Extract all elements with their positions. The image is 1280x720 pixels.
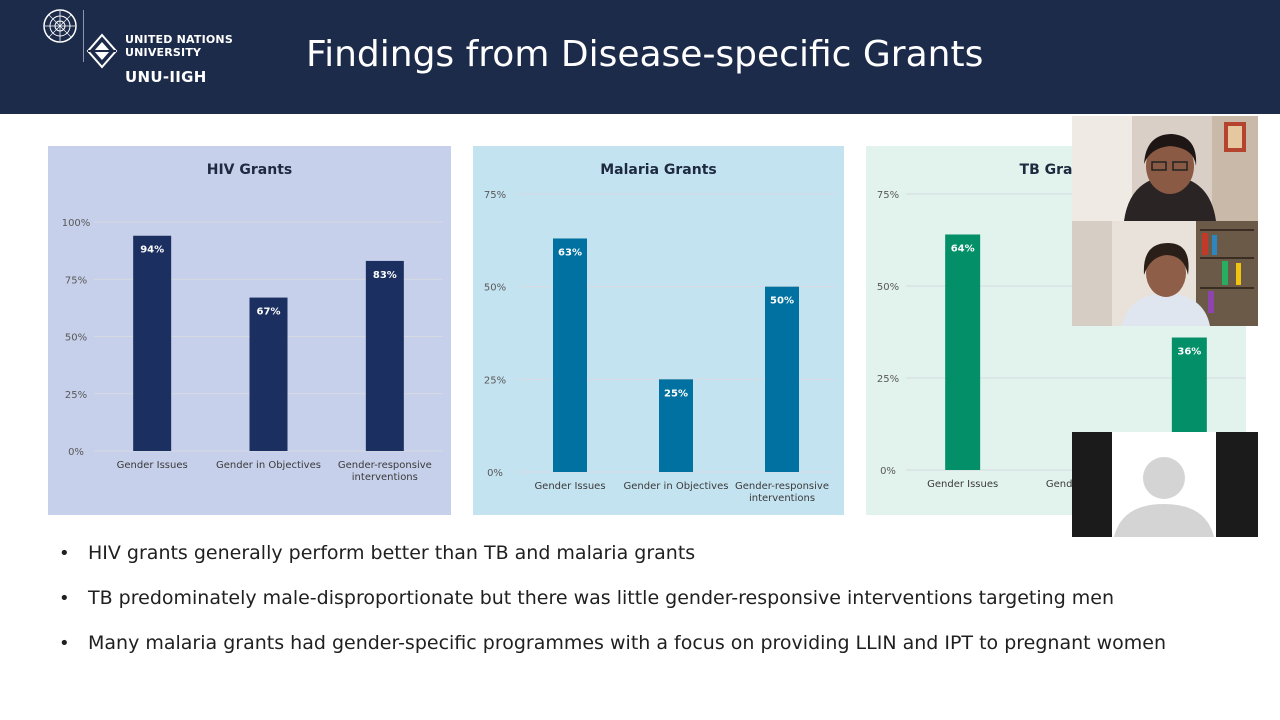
un-emblem-icon [43,9,77,43]
x-tick-label: Gender Issues [534,481,605,492]
video-tile-participant-2[interactable] [1072,221,1258,326]
list-item: • Many malaria grants had gender-specific… [56,630,1236,675]
malaria-chart-panel: Malaria Grants 0% 25% 50% 75% Gender Issues Ge… [473,146,844,515]
tb-bar [945,234,981,470]
y-tick-label: 75% [484,190,506,201]
y-tick-label: 75% [65,275,87,286]
y-tick-label: 0% [880,466,896,477]
bullet-icon: • [59,543,70,564]
x-tick-label: Gender in Objectives [624,481,729,492]
x-tick-label: Gender Issues [117,460,188,471]
data-label: 67% [257,307,281,318]
participant-video-icon [1072,116,1258,221]
bullet-icon: • [59,588,70,609]
hiv-bar [249,297,288,451]
x-tick-label: Gender-responsive [735,481,829,492]
data-label: 83% [373,270,397,281]
x-tick-label: Gender Issues [927,479,998,490]
bullet-text: HIV grants generally perform better than… [88,542,696,564]
hiv-chart-panel: HIV Grants 0% 25% 50% 75% 100% Gender Issues Ge… [48,146,451,515]
y-tick-label: 75% [877,190,899,201]
video-tile-participant-3[interactable] [1072,432,1258,537]
hiv-chart-title: HIV Grants [207,162,292,178]
y-tick-label: 0% [68,447,84,458]
video-tile-participant-1[interactable] [1072,116,1258,221]
hiv-bar [133,235,172,451]
data-label: 64% [951,243,975,254]
y-tick-label: 100% [62,218,91,229]
participant-video-icon [1072,221,1258,326]
malaria-chart: Malaria Grants 0% 25% 50% 75% Gender Issues Ge… [484,162,835,504]
malaria-bar [553,238,587,472]
y-tick-label: 25% [484,375,506,386]
default-avatar-icon [1072,432,1258,537]
data-label: 36% [1177,347,1201,358]
malaria-bar [659,379,693,472]
x-tick-label: interventions [749,493,815,504]
x-tick-label: interventions [352,472,418,483]
slide-title: Findings from Disease-specific Grants [306,34,984,75]
bullet-icon: • [59,633,70,654]
slide-header: UNITED NATIONS UNIVERSITY UNU-IIGH Findi… [0,0,1280,114]
hiv-bar [365,260,404,451]
data-label: 63% [558,247,582,258]
list-item: • TB predominately male-disproportionate … [56,585,1236,630]
data-label: 50% [770,296,794,307]
logo-divider [83,10,84,62]
data-label: 94% [140,245,164,256]
x-tick-label: Gender-responsive [338,460,432,471]
hiv-chart: HIV Grants 0% 25% 50% 75% 100% Gender Issues Ge… [62,162,443,483]
y-tick-label: 25% [877,374,899,385]
list-item: • HIV grants generally perform better tha… [56,540,1236,585]
y-tick-label: 50% [65,333,87,344]
logo-text-line1: UNITED NATIONS [125,33,233,46]
y-tick-label: 25% [65,390,87,401]
x-tick-label: Gender in Objectives [216,460,321,471]
findings-list: • HIV grants generally perform better tha… [56,540,1236,675]
bullet-text: Many malaria grants had gender-specific … [88,632,1167,654]
y-tick-label: 50% [484,283,506,294]
logo-text-line3: UNU-IIGH [125,68,207,86]
bullet-text: TB predominately male-disproportionate b… [88,587,1115,609]
unu-logo-icon [86,33,118,69]
y-tick-label: 0% [487,468,503,479]
data-label: 25% [664,388,688,399]
y-tick-label: 50% [877,282,899,293]
malaria-bar [765,286,799,472]
malaria-chart-title: Malaria Grants [600,162,716,178]
logo-text-line2: UNIVERSITY [125,46,202,59]
tb-chart-title: TB Gra [1020,162,1073,178]
